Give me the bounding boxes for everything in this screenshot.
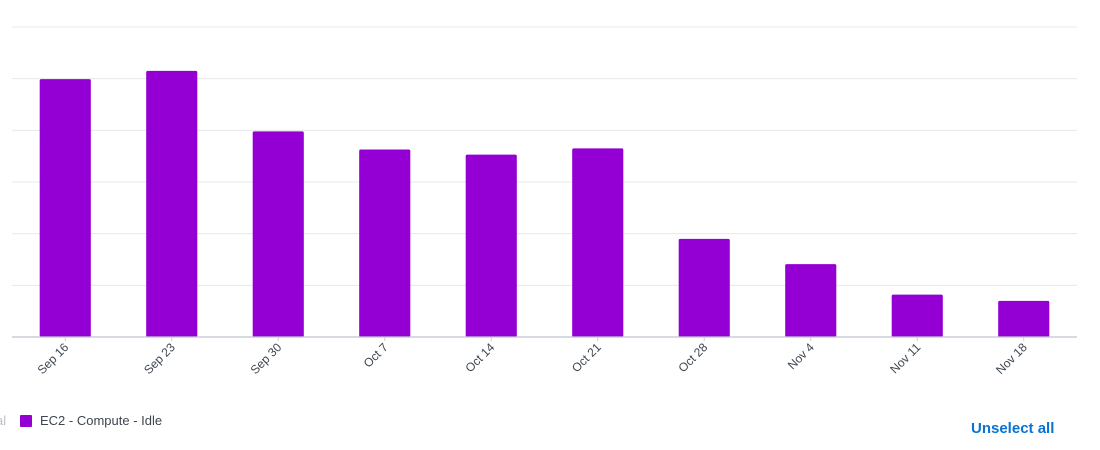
- bar[interactable]: [39, 79, 91, 337]
- bar[interactable]: [146, 70, 198, 338]
- bar[interactable]: [465, 154, 517, 337]
- x-axis-label: Oct 7: [361, 340, 391, 370]
- bar[interactable]: [359, 149, 411, 337]
- legend-item-ec2-compute-idle[interactable]: EC2 - Compute - Idle: [20, 413, 162, 428]
- x-axis-label: Nov 4: [785, 340, 817, 372]
- legend-cutoff-text: al: [0, 413, 7, 428]
- bar[interactable]: [998, 300, 1050, 337]
- x-axis-label: Sep 30: [248, 340, 285, 377]
- x-axis-ticks: [64, 337, 1025, 341]
- x-axis-label: Nov 18: [993, 340, 1030, 377]
- bar[interactable]: [252, 131, 304, 337]
- x-axis-label: Oct 14: [462, 340, 497, 375]
- x-axis-labels: Sep 16 Sep 23 Sep 30 Oct 7 Oct 14 Oct 21 Oct 2…: [35, 340, 1031, 377]
- legend-swatch-ec2-compute-idle: [20, 414, 32, 427]
- chart-bars: [39, 70, 1050, 338]
- x-axis-label: Oct 28: [675, 340, 710, 375]
- legend-label-ec2-compute-idle: EC2 - Compute - Idle: [40, 413, 163, 428]
- x-axis-label: Nov 11: [887, 340, 923, 376]
- x-axis-label: Oct 21: [569, 340, 604, 375]
- unselect-all-button[interactable]: Unselect all: [971, 420, 1055, 437]
- x-axis-label: Sep 23: [141, 340, 178, 377]
- bar[interactable]: [785, 264, 837, 337]
- bar[interactable]: [572, 148, 624, 337]
- bar[interactable]: [891, 294, 943, 337]
- x-axis-label: Sep 16: [35, 340, 72, 377]
- bar[interactable]: [678, 238, 730, 337]
